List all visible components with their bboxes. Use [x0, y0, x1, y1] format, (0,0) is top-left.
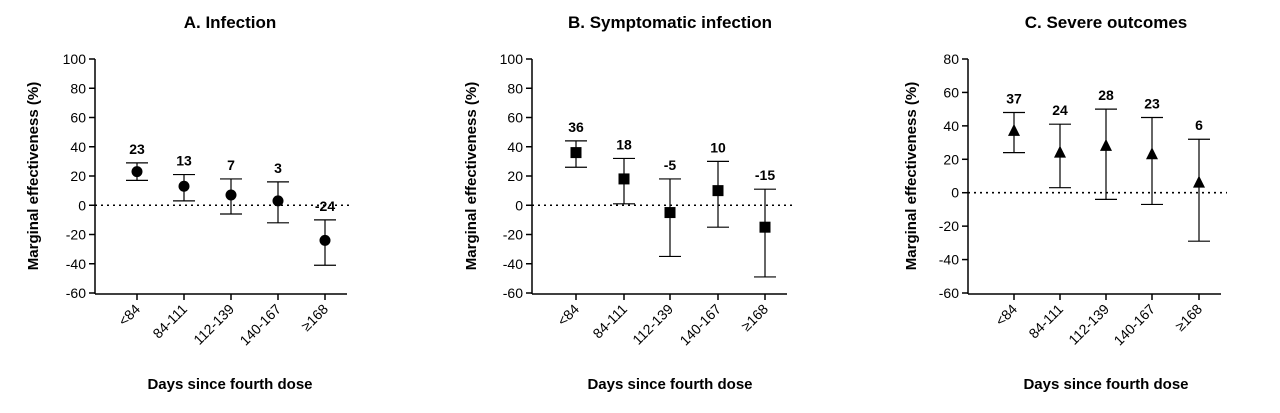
x-axis-title: Days since fourth dose — [587, 376, 752, 393]
point-marker-1-3 — [225, 189, 237, 201]
y-tick-label: -40 — [503, 256, 523, 272]
data-label: 28 — [1098, 87, 1114, 103]
point-marker-2-1 — [570, 147, 582, 159]
x-tick-label: 112-139 — [190, 301, 237, 348]
y-axis-title: Marginal effectiveness (%) — [463, 82, 480, 270]
data-label: 24 — [1052, 102, 1068, 118]
y-tick-label: 80 — [507, 80, 523, 96]
x-tick-label: 140-167 — [676, 301, 724, 349]
data-label: 10 — [710, 139, 726, 155]
x-tick-label: ≥168 — [738, 301, 771, 334]
y-tick-label: 0 — [515, 197, 523, 213]
y-tick-label: -20 — [66, 227, 86, 243]
y-tick-label: 20 — [943, 151, 959, 167]
y-tick-label: 100 — [63, 51, 87, 67]
y-tick-label: 100 — [500, 51, 524, 67]
point-marker-3-2 — [1054, 145, 1066, 158]
chart-panel-1: A. Infection -60 -40 -20 0 20 40 60 80 100 Margina… — [25, 13, 353, 393]
y-tick-label: 0 — [951, 185, 959, 201]
point-marker-1-2 — [178, 180, 190, 192]
y-tick-label: -20 — [939, 218, 959, 234]
point-marker-1-1 — [131, 166, 143, 178]
data-label: 37 — [1006, 90, 1022, 106]
x-tick-label: 84-111 — [1025, 301, 1066, 342]
data-label: 18 — [616, 136, 632, 152]
y-tick-label: 80 — [70, 80, 86, 96]
panel-title: B. Symptomatic infection — [568, 13, 772, 32]
y-tick-label: -40 — [939, 252, 959, 268]
y-tick-label: 60 — [70, 110, 86, 126]
x-tick-label: 112-139 — [629, 301, 676, 348]
y-tick-label: -60 — [503, 285, 523, 301]
panel-title: A. Infection — [184, 13, 277, 32]
y-tick-label: 20 — [70, 168, 86, 184]
x-axis-title: Days since fourth dose — [147, 376, 312, 393]
x-tick-label: 112-139 — [1065, 301, 1112, 348]
data-label: 23 — [1144, 96, 1160, 112]
y-tick-label: 40 — [507, 139, 523, 155]
data-label: -15 — [755, 167, 775, 183]
y-tick-label: -60 — [939, 285, 959, 301]
point-marker-2-4 — [712, 185, 724, 197]
y-tick-label: 60 — [507, 110, 523, 126]
point-marker-1-5 — [319, 234, 331, 246]
point-marker-3-3 — [1100, 138, 1112, 151]
point-marker-2-2 — [618, 173, 630, 185]
y-axis-title: Marginal effectiveness (%) — [903, 82, 920, 270]
y-tick-label: -20 — [503, 227, 523, 243]
data-label: -24 — [315, 198, 335, 214]
data-label: 23 — [129, 141, 145, 157]
data-label: 6 — [1195, 117, 1203, 133]
panel-title: C. Severe outcomes — [1025, 13, 1188, 32]
x-tick-label: ≥168 — [298, 301, 331, 334]
y-tick-label: 40 — [70, 139, 86, 155]
y-tick-label: 60 — [943, 84, 959, 100]
point-marker-2-3 — [664, 207, 676, 219]
y-tick-label: -60 — [66, 285, 86, 301]
x-tick-label: ≥168 — [1172, 301, 1205, 334]
chart-panel-3: C. Severe outcomes -60 -40 -20 0 20 40 60 80 Marg… — [903, 13, 1227, 393]
x-tick-label: 140-167 — [1110, 301, 1158, 349]
x-tick-label: <84 — [554, 301, 582, 329]
y-axis-title: Marginal effectiveness (%) — [25, 82, 42, 270]
point-marker-2-5 — [759, 221, 771, 233]
x-tick-label: 84-111 — [589, 301, 630, 342]
data-label: 7 — [227, 157, 235, 173]
data-label: 13 — [176, 153, 192, 169]
y-tick-label: 20 — [507, 168, 523, 184]
data-label: 36 — [568, 119, 584, 135]
data-label: 3 — [274, 160, 282, 176]
x-tick-label: 84-111 — [149, 301, 190, 342]
y-tick-label: 0 — [78, 197, 86, 213]
x-tick-label: <84 — [992, 301, 1020, 329]
x-tick-label: <84 — [115, 301, 143, 329]
y-tick-label: 40 — [943, 118, 959, 134]
data-label: -5 — [664, 157, 677, 173]
point-marker-3-1 — [1008, 123, 1020, 136]
point-marker-3-4 — [1146, 147, 1158, 160]
y-tick-label: -40 — [66, 256, 86, 272]
x-axis-title: Days since fourth dose — [1023, 376, 1188, 393]
point-marker-1-4 — [272, 195, 284, 207]
point-marker-3-5 — [1193, 175, 1205, 188]
chart-panel-2: B. Symptomatic infection -60 -40 -20 0 20 40 60… — [463, 13, 793, 393]
y-tick-label: 80 — [943, 51, 959, 67]
x-tick-label: 140-167 — [236, 301, 284, 349]
